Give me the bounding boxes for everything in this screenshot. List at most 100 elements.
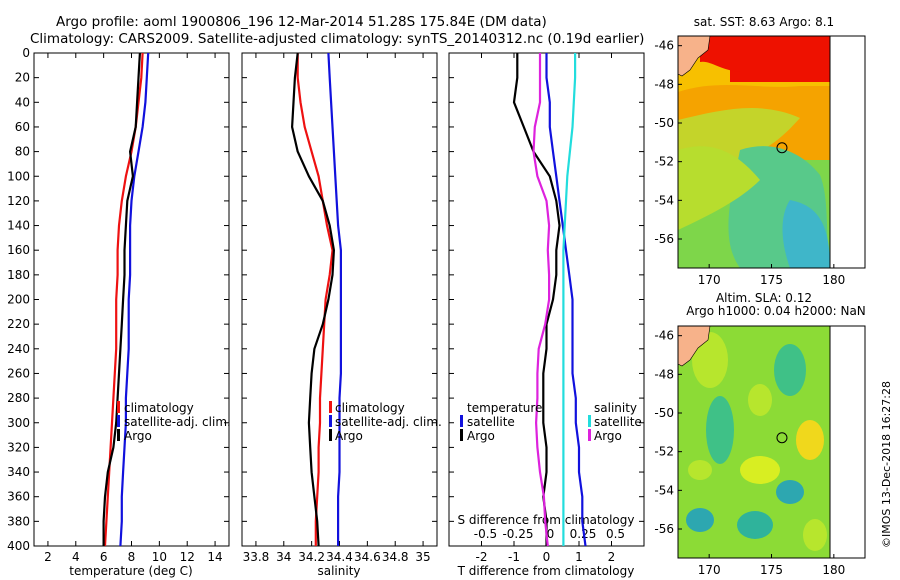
difference-xlabel: T difference from climatology: [457, 564, 635, 578]
x-tick-label: 4: [72, 550, 80, 564]
y-tick-label: 120: [7, 194, 30, 208]
sla-map-panel: Altim. SLA: 0.12 Argo h1000: 0.04 h2000:…: [654, 291, 865, 577]
series-line-s-argo: [532, 53, 551, 547]
x-tick-label: 2: [44, 550, 52, 564]
difference-legend: temperature satellite Argo salinity sate…: [460, 401, 642, 443]
sst-hot-tongue: [700, 36, 740, 72]
sla-blob-9: [803, 519, 827, 551]
difference-marks: -2 -1 0 1 2-0.5 -0.25 0 0.25 0.5: [449, 52, 644, 564]
x-tick-label: 12: [180, 550, 195, 564]
sst-heatmap: [678, 36, 830, 268]
map-y-tick-label: -54: [654, 483, 674, 497]
legend-title-temperature: temperature: [467, 401, 542, 415]
legend-label-satellite: satellite-adj. clim.: [335, 415, 442, 429]
map-x-tick-label: 180: [822, 563, 845, 577]
y-tick-label: 340: [7, 465, 30, 479]
x-tick-label: 10: [152, 550, 167, 564]
legend-label-argo: Argo: [335, 429, 363, 443]
sla-blob-4: [740, 456, 780, 484]
sst-hot-zone: [730, 36, 830, 82]
x-tick-label: 6: [100, 550, 108, 564]
legend-swatch-satellite: [117, 415, 120, 427]
sla-blob-7: [686, 508, 714, 532]
sst-map-ticks: 170 175 180 -46 -48 -50 -52 -54 -56: [654, 39, 845, 287]
top-tick-label: 0: [547, 527, 555, 541]
map-y-tick-label: -52: [654, 445, 674, 459]
top-tick-label: 0.5: [606, 527, 625, 541]
x-tick-label: 0: [543, 550, 551, 564]
y-tick-label: 140: [7, 219, 30, 233]
title-line-1: Argo profile: aoml 1900806_196 12-Mar-20…: [56, 14, 547, 30]
x-tick-label: 34.6: [354, 550, 381, 564]
salinity-xlabel: salinity: [317, 564, 360, 578]
map-y-tick-label: -56: [654, 522, 674, 536]
legend-label-s-argo: Argo: [594, 429, 622, 443]
series-line-climatology: [296, 53, 334, 546]
sla-map-ticks: 170 175 180 -46 -48 -50 -52 -54 -56: [654, 329, 845, 577]
legend-swatch-satellite: [329, 415, 332, 427]
sst-map-panel: sat. SST: 8.63 Argo: 8.1 170 175 180 -46 -48…: [654, 15, 866, 287]
series-line-satellite-adj-clim-: [119, 52, 150, 547]
legend-swatch-t-satellite: [460, 415, 463, 427]
sst-map-title: sat. SST: 8.63 Argo: 8.1: [694, 15, 834, 29]
y-tick-label: 20: [15, 71, 30, 85]
legend-swatch-s-satellite: [588, 415, 591, 427]
map-y-tick-label: -46: [654, 39, 674, 53]
x-tick-label: 1: [575, 550, 583, 564]
x-tick-label: 34: [276, 550, 291, 564]
legend-label-satellite: satellite-adj. clim.: [124, 415, 231, 429]
y-tick-label: 240: [7, 342, 30, 356]
series-line-argo: [291, 52, 335, 547]
map-y-tick-label: -50: [654, 406, 674, 420]
legend-label-t-satellite: satellite: [467, 415, 515, 429]
y-tick-label: 100: [7, 169, 30, 183]
map-y-tick-label: -56: [654, 232, 674, 246]
sla-map-blank-area: [829, 325, 866, 559]
y-tick-label: 200: [7, 293, 30, 307]
y-tick-label: 60: [15, 120, 30, 134]
legend-label-climatology: climatology: [124, 401, 194, 415]
sst-teal-patch: [782, 200, 830, 268]
sla-blob-6: [776, 480, 804, 504]
legend-swatch-argo: [329, 429, 332, 441]
sla-blob-8: [737, 511, 773, 539]
y-tick-label: 220: [7, 317, 30, 331]
salinity-panel: salinity 33.8 34 34.2 34.4 34.6 34.8 35 climat…: [241, 52, 442, 578]
y-tick-label: 400: [7, 539, 30, 553]
series-line-t-satellite: [545, 53, 587, 547]
difference-panel: T difference from climatology S differen…: [448, 52, 645, 578]
y-tick-label: 80: [15, 145, 30, 159]
map-y-tick-label: -48: [654, 367, 674, 381]
legend-swatch-climatology: [117, 401, 120, 413]
x-tick-label: 35: [415, 550, 430, 564]
legend-label-climatology: climatology: [335, 401, 405, 415]
map-x-tick-label: 175: [760, 273, 783, 287]
temperature-panel-frame: [33, 52, 230, 547]
x-tick-label: 34.8: [382, 550, 409, 564]
legend-swatch-argo: [117, 429, 120, 441]
legend-swatch-s-argo: [588, 429, 591, 441]
x-tick-label: 34.2: [298, 550, 325, 564]
sla-blob-1: [692, 332, 728, 388]
map-x-tick-label: 170: [698, 273, 721, 287]
title-line-2: Climatology: CARS2009. Satellite-adjuste…: [30, 31, 644, 47]
legend-swatch-t-argo: [460, 429, 463, 441]
legend-label-s-satellite: satellite: [594, 415, 642, 429]
temperature-panel: temperature (deg C) 2 4 6 8 10 12 140204060801…: [7, 46, 231, 578]
nz-land: [678, 326, 711, 367]
temperature-marks: 2 4 6 8 10 12 14020406080100120140160180200220…: [7, 46, 229, 564]
map-x-tick-label: 180: [822, 273, 845, 287]
map-x-tick-label: 170: [698, 563, 721, 577]
imos-watermark: ©IMOS 13-Dec-2018 16:27:28: [880, 381, 893, 548]
map-y-tick-label: -48: [654, 77, 674, 91]
nz-land: [678, 36, 711, 77]
y-tick-label: 180: [7, 268, 30, 282]
legend-swatch-climatology: [329, 401, 332, 413]
temperature-legend: climatology satellite-adj. clim. Argo: [117, 401, 231, 443]
y-tick-label: 0: [22, 46, 30, 60]
map-y-tick-label: -46: [654, 329, 674, 343]
x-tick-label: 34.4: [326, 550, 353, 564]
map-x-tick-label: 175: [760, 563, 783, 577]
x-tick-label: -1: [508, 550, 520, 564]
y-tick-label: 160: [7, 243, 30, 257]
